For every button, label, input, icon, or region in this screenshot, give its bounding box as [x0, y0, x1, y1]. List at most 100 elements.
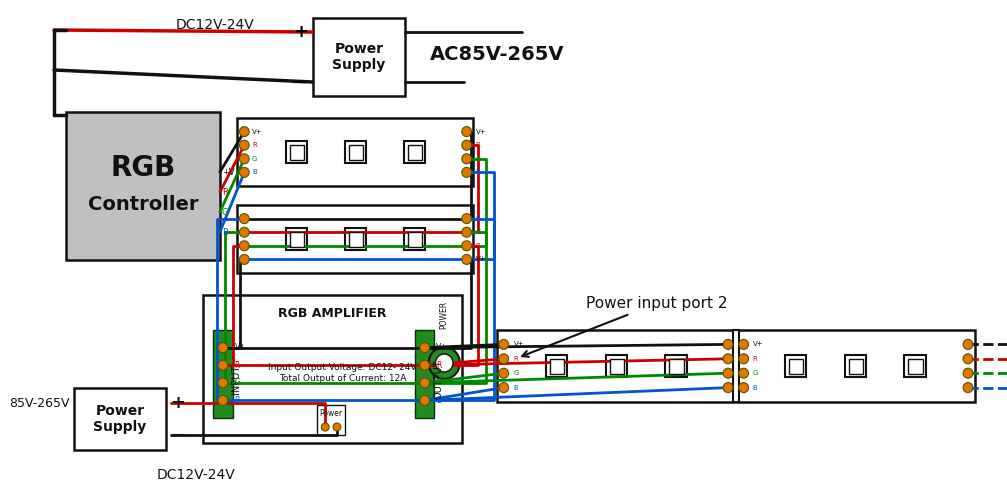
Text: G: G [222, 208, 229, 217]
Circle shape [321, 423, 329, 431]
Text: R: R [222, 187, 228, 196]
Text: V+: V+ [752, 341, 763, 347]
Circle shape [462, 254, 471, 264]
Circle shape [739, 354, 748, 364]
Bar [550, 359, 565, 374]
Text: G: G [514, 370, 519, 376]
Text: RGB AMPLIFIER: RGB AMPLIFIER [278, 307, 387, 320]
Bar [404, 228, 425, 250]
Circle shape [963, 383, 973, 393]
Bar [788, 359, 804, 374]
Text: Power: Power [319, 409, 342, 417]
Bar [312, 18, 405, 96]
Text: B: B [514, 385, 519, 391]
Bar [415, 330, 434, 418]
Circle shape [723, 339, 733, 349]
Text: G: G [235, 378, 241, 387]
Circle shape [240, 214, 249, 224]
Circle shape [240, 154, 249, 164]
Bar [605, 355, 627, 377]
Bar [286, 228, 307, 250]
Text: B: B [436, 396, 441, 405]
Circle shape [723, 368, 733, 378]
Text: +: + [293, 23, 308, 41]
Text: B: B [235, 396, 240, 405]
Circle shape [498, 339, 509, 349]
Text: R: R [475, 142, 480, 148]
Text: R: R [235, 361, 240, 370]
Bar [784, 355, 807, 377]
Text: Power
Supply: Power Supply [332, 42, 386, 72]
Bar [286, 141, 307, 163]
Text: DC12V-24V: DC12V-24V [156, 468, 235, 482]
Text: OUTPUT: OUTPUT [433, 359, 443, 399]
Bar [203, 295, 462, 443]
Bar [344, 141, 367, 163]
Text: R: R [475, 243, 480, 249]
Circle shape [240, 167, 249, 177]
Circle shape [333, 423, 340, 431]
Circle shape [739, 383, 748, 393]
Circle shape [420, 360, 430, 370]
Text: 85V-265V: 85V-265V [9, 397, 69, 410]
Text: R: R [514, 356, 519, 362]
Circle shape [218, 396, 228, 406]
Text: V+: V+ [436, 343, 448, 352]
Circle shape [963, 368, 973, 378]
Text: V+: V+ [475, 256, 486, 262]
Text: B: B [475, 216, 480, 222]
Bar [408, 145, 422, 160]
Circle shape [498, 354, 509, 364]
Bar [213, 330, 233, 418]
Circle shape [420, 396, 430, 406]
Circle shape [240, 127, 249, 137]
Text: DC12V-24V: DC12V-24V [175, 18, 255, 32]
Text: Input Output Voltage: DC12- 24V
Total Output of Current: 12A: Input Output Voltage: DC12- 24V Total Ou… [268, 363, 417, 383]
Bar [238, 205, 473, 273]
Text: R: R [752, 356, 757, 362]
Bar [348, 145, 364, 160]
Circle shape [240, 227, 249, 237]
Text: B: B [752, 385, 757, 391]
Text: G: G [252, 156, 258, 162]
Circle shape [218, 360, 228, 370]
Bar [908, 359, 922, 374]
Text: V+: V+ [252, 129, 263, 135]
Circle shape [462, 167, 471, 177]
Bar [348, 232, 364, 247]
Circle shape [462, 127, 471, 137]
Circle shape [462, 227, 471, 237]
Circle shape [420, 378, 430, 388]
Bar [845, 355, 866, 377]
Bar [666, 355, 687, 377]
Text: AC85V-265V: AC85V-265V [430, 45, 564, 64]
Bar [849, 359, 863, 374]
Text: Controller: Controller [88, 194, 198, 214]
Circle shape [723, 383, 733, 393]
Text: V+: V+ [514, 341, 524, 347]
Bar [74, 388, 166, 450]
Circle shape [240, 241, 249, 251]
Bar [317, 405, 344, 435]
Text: B: B [222, 228, 228, 237]
Circle shape [218, 378, 228, 388]
Circle shape [723, 354, 733, 364]
Text: G: G [752, 370, 758, 376]
Circle shape [462, 214, 471, 224]
Text: B: B [475, 169, 480, 175]
Text: INPUT: INPUT [232, 364, 242, 394]
Bar [344, 228, 367, 250]
Text: −: − [170, 425, 186, 444]
Circle shape [435, 354, 453, 372]
Circle shape [218, 342, 228, 352]
Circle shape [462, 140, 471, 150]
Circle shape [739, 339, 748, 349]
Circle shape [462, 154, 471, 164]
Text: −: − [291, 73, 308, 91]
Circle shape [429, 347, 460, 379]
Circle shape [462, 241, 471, 251]
Bar [404, 141, 425, 163]
Bar [408, 232, 422, 247]
Circle shape [963, 354, 973, 364]
Circle shape [420, 342, 430, 352]
